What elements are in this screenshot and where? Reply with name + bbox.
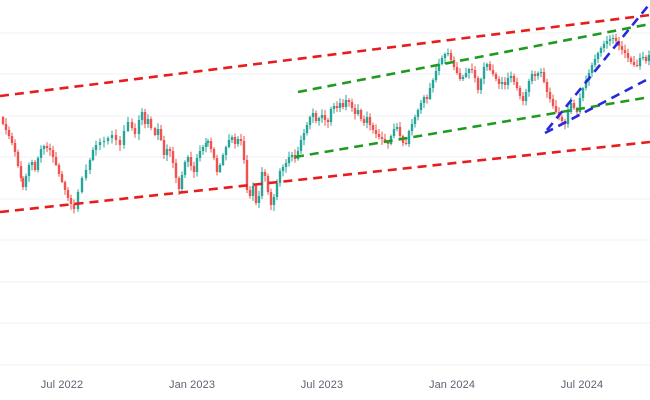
plot-svg [0, 5, 650, 366]
candlestick-chart: Jul 2022 Jan 2023 Jul 2023 Jan 2024 Jul … [0, 5, 650, 391]
